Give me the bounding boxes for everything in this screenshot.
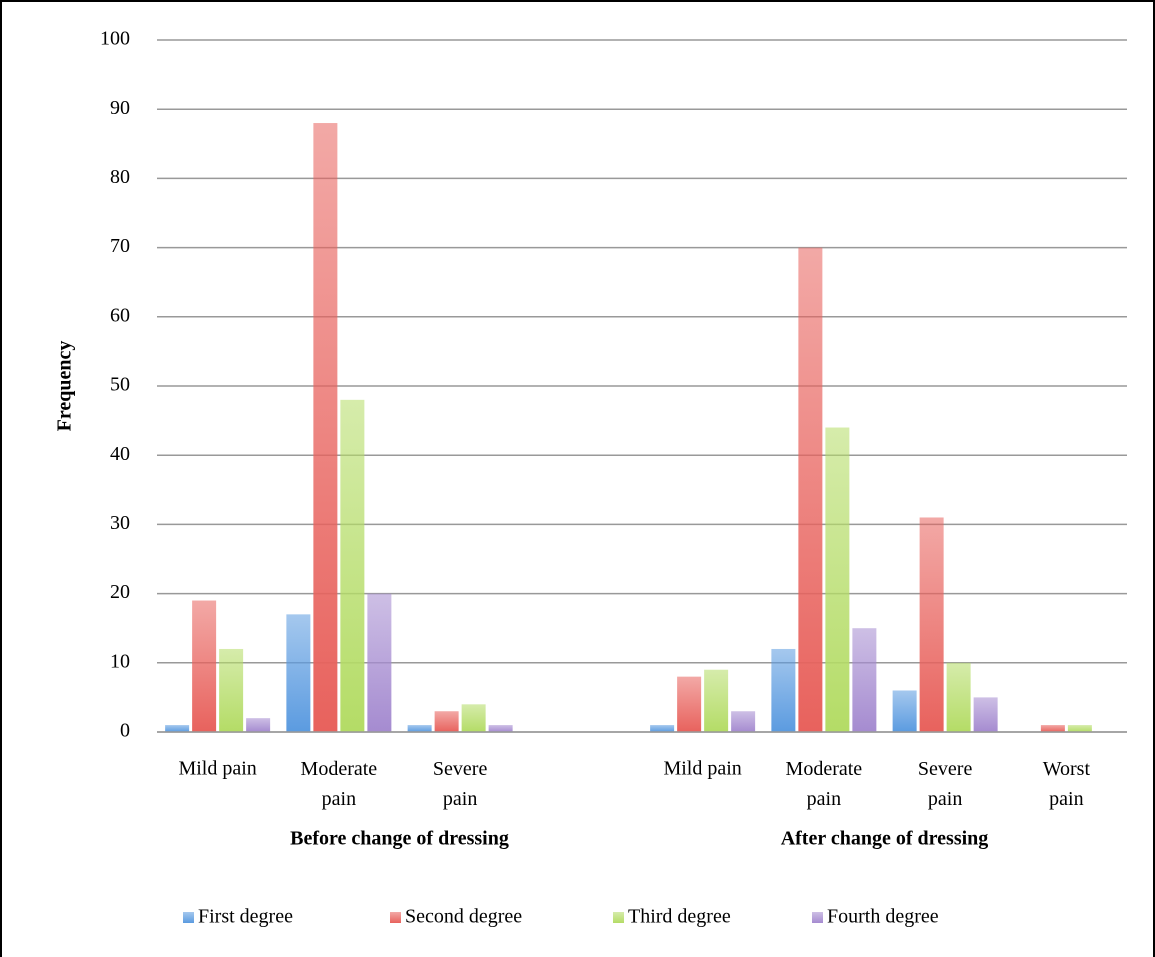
- bar: [219, 648, 244, 732]
- bar: [246, 718, 271, 732]
- x-tick-label: Severe pain: [433, 758, 488, 810]
- legend-swatch: [613, 912, 624, 923]
- bar: [731, 711, 756, 732]
- bar: [704, 669, 729, 732]
- x-tick-label: Severe pain: [918, 758, 973, 810]
- legend-label: First degree: [198, 906, 293, 928]
- bar: [1067, 725, 1092, 732]
- bar: [192, 600, 217, 732]
- bar: [771, 648, 796, 732]
- y-tick-label: 50: [110, 374, 130, 396]
- bar: [892, 690, 917, 732]
- x-group-label: After change of dressing: [781, 828, 989, 850]
- x-group-label: Before change of dressing: [290, 828, 509, 850]
- x-tick-label: Moderate pain: [786, 758, 863, 810]
- legend-label: Third degree: [628, 906, 731, 928]
- x-tick-label: Mild pain: [663, 758, 741, 780]
- y-tick-label: 10: [110, 650, 130, 672]
- bar: [165, 725, 190, 732]
- y-axis-label: Frequency: [54, 341, 76, 432]
- bar: [1040, 725, 1065, 732]
- bar: [798, 247, 823, 732]
- y-tick-label: 100: [100, 28, 130, 50]
- y-tick-label: 30: [110, 512, 130, 534]
- x-tick-label: Mild pain: [178, 758, 256, 780]
- bar: [286, 614, 311, 732]
- y-tick-label: 80: [110, 166, 130, 188]
- x-tick-label: Moderate pain: [301, 758, 378, 810]
- bar: [650, 725, 675, 732]
- bar: [367, 593, 392, 732]
- x-tick-label: Worst pain: [1043, 758, 1091, 810]
- legend-swatch: [390, 912, 401, 923]
- bar: [488, 725, 513, 732]
- bar: [434, 711, 459, 732]
- bar: [677, 676, 702, 732]
- y-tick-label: 20: [110, 581, 130, 603]
- bar: [340, 399, 365, 732]
- y-tick-label: 60: [110, 304, 130, 326]
- y-tick-label: 70: [110, 235, 130, 257]
- legend-swatch: [183, 912, 194, 923]
- bar: [919, 517, 944, 732]
- bar: [852, 628, 877, 732]
- legend-label: Fourth degree: [827, 906, 939, 928]
- bar: [407, 725, 432, 732]
- bar: [946, 662, 971, 732]
- bar: [825, 427, 850, 732]
- legend-label: Second degree: [405, 906, 522, 928]
- y-tick-label: 40: [110, 443, 130, 465]
- y-tick-label: 0: [120, 720, 130, 742]
- bar: [973, 697, 998, 732]
- bar: [313, 123, 338, 733]
- bar: [461, 704, 486, 732]
- legend-swatch: [812, 912, 823, 923]
- y-tick-label: 90: [110, 97, 130, 119]
